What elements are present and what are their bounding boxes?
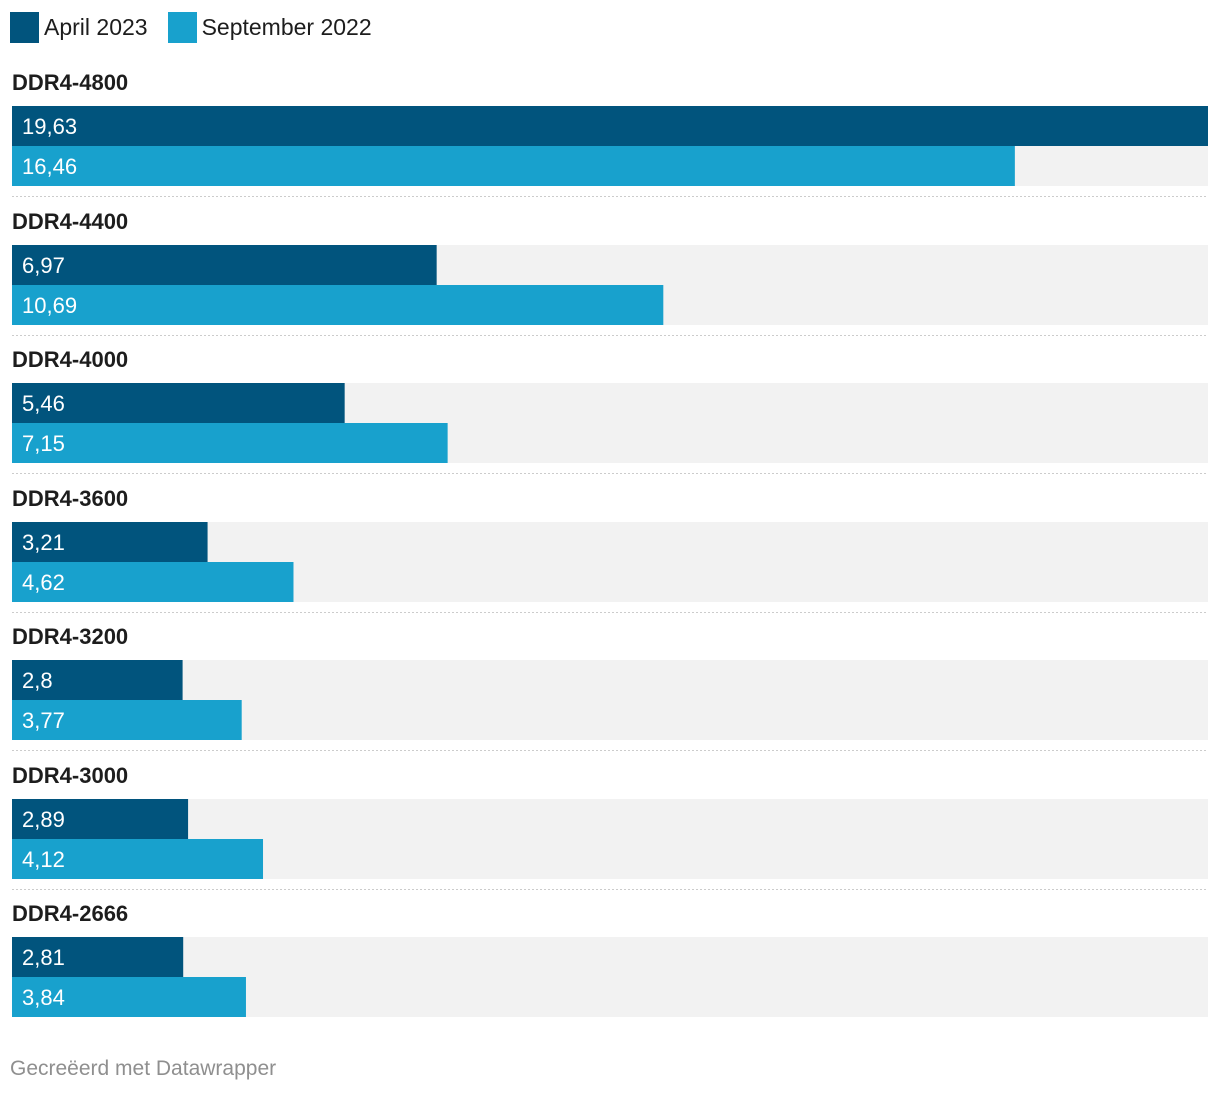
bar-ddr4-4800-april-2023: [12, 106, 1208, 146]
bar-ddr4-3200-april-2023: [12, 660, 183, 700]
bar-ddr4-2666-april-2023: [12, 937, 184, 977]
legend-label-april-2023: April 2023: [44, 13, 148, 40]
category-label-ddr4-2666: DDR4-2666: [12, 901, 128, 926]
legend-label-september-2022: September 2022: [201, 13, 372, 40]
category-label-ddr4-3000: DDR4-3000: [12, 763, 128, 788]
data-label-ddr4-3600-april-2023: 3,21: [22, 530, 65, 555]
data-label-ddr4-4400-september-2022: 10,69: [22, 293, 77, 318]
bar-ddr4-3000-april-2023: [12, 799, 189, 839]
category-label-ddr4-4400: DDR4-4400: [12, 209, 128, 234]
bar-ddr4-4000-april-2023: [12, 383, 345, 423]
legend-item-september-2022: September 2022: [167, 11, 372, 43]
data-label-ddr4-2666-september-2022: 3,84: [22, 985, 65, 1010]
footer-credit: Gecreëerd met Datawrapper: [10, 1057, 277, 1080]
legend-item-april-2023: April 2023: [10, 11, 148, 43]
data-label-ddr4-3000-april-2023: 2,89: [22, 807, 65, 832]
data-label-ddr4-4800-september-2022: 16,46: [22, 154, 77, 179]
category-label-ddr4-4000: DDR4-4000: [12, 347, 128, 372]
bar-ddr4-3600-april-2023: [12, 522, 208, 562]
bar-ddr4-4400-september-2022: [12, 285, 664, 325]
bar-ddr4-4400-april-2023: [12, 245, 437, 285]
category-label-ddr4-3200: DDR4-3200: [12, 624, 128, 649]
bar-ddr4-3600-september-2022: [12, 562, 294, 602]
data-label-ddr4-4000-april-2023: 5,46: [22, 391, 65, 416]
data-label-ddr4-4400-april-2023: 6,97: [22, 253, 65, 278]
data-label-ddr4-3200-september-2022: 3,77: [22, 708, 65, 733]
data-label-ddr4-3600-september-2022: 4,62: [22, 570, 65, 595]
bar-ddr4-4800-september-2022: [12, 146, 1015, 186]
bar-ddr4-4000-september-2022: [12, 423, 448, 463]
data-label-ddr4-3200-april-2023: 2,8: [22, 668, 53, 693]
legend-swatch-april-2023: [10, 11, 39, 43]
data-label-ddr4-4000-september-2022: 7,15: [22, 431, 65, 456]
bar-ddr4-3200-september-2022: [12, 700, 242, 740]
bar-ddr4-2666-september-2022: [12, 977, 246, 1017]
chart-legend: April 2023 September 2022: [10, 11, 392, 43]
bar-ddr4-3000-september-2022: [12, 839, 264, 879]
data-label-ddr4-4800-april-2023: 19,63: [22, 114, 77, 139]
category-label-ddr4-3600: DDR4-3600: [12, 486, 128, 511]
legend-swatch-september-2022: [167, 11, 197, 43]
category-label-ddr4-4800: DDR4-4800: [12, 70, 128, 95]
data-label-ddr4-3000-september-2022: 4,12: [22, 847, 65, 872]
data-label-ddr4-2666-april-2023: 2,81: [22, 945, 65, 970]
